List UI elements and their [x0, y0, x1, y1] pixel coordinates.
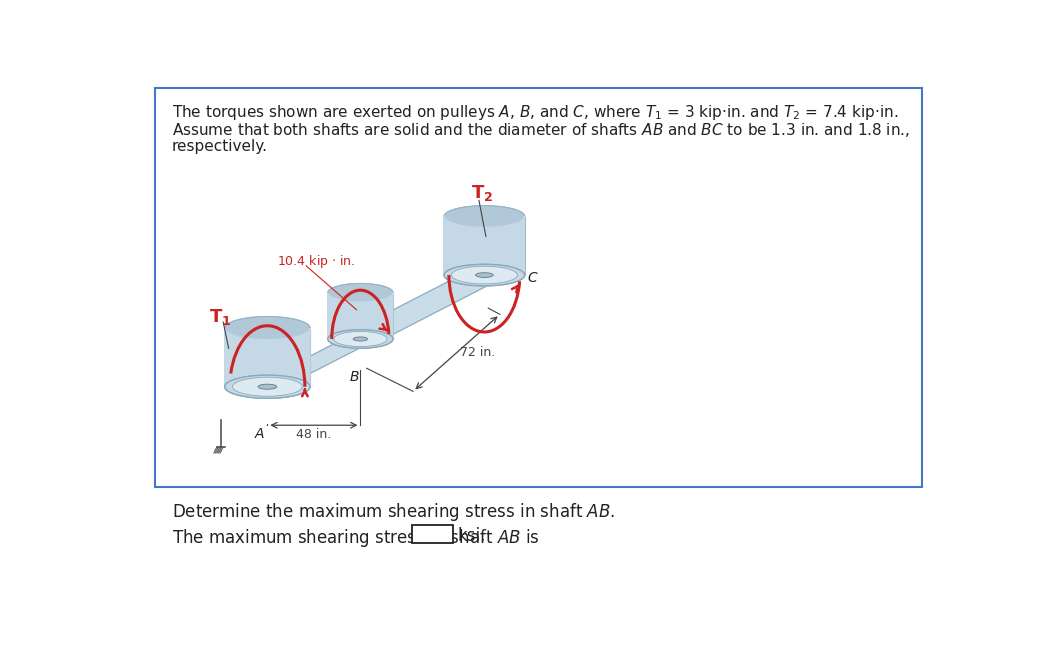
Ellipse shape: [328, 330, 393, 348]
Text: C: C: [528, 271, 538, 285]
Text: 48 in.: 48 in.: [296, 428, 332, 441]
Ellipse shape: [328, 283, 393, 302]
Polygon shape: [328, 293, 393, 348]
Polygon shape: [444, 216, 525, 286]
Polygon shape: [225, 317, 310, 387]
Polygon shape: [328, 283, 393, 339]
Text: respectively.: respectively.: [172, 139, 268, 154]
Ellipse shape: [353, 337, 368, 341]
Ellipse shape: [475, 273, 493, 277]
Text: $\mathbf{T_2}$: $\mathbf{T_2}$: [471, 182, 493, 203]
Bar: [412, 525, 452, 543]
Text: 10.4 kip $\cdot$ in.: 10.4 kip $\cdot$ in.: [277, 253, 356, 270]
Text: $\mathbf{T_1}$: $\mathbf{T_1}$: [210, 308, 232, 327]
Ellipse shape: [444, 206, 525, 228]
Text: The maximum shearing stress in shaft $\mathit{AB}$ is: The maximum shearing stress in shaft $\m…: [172, 527, 540, 549]
Text: The torques shown are exerted on pulleys $\mathit{A}$, $\mathit{B}$, and $\mathi: The torques shown are exerted on pulleys…: [172, 104, 898, 123]
Ellipse shape: [451, 266, 518, 284]
Text: 72 in.: 72 in.: [461, 346, 495, 359]
Polygon shape: [225, 328, 310, 398]
Bar: [155, 88, 922, 487]
Text: Assume that both shafts are solid and the diameter of shafts $\mathit{AB}$ and $: Assume that both shafts are solid and th…: [172, 121, 910, 139]
Ellipse shape: [233, 377, 302, 396]
Polygon shape: [264, 332, 364, 394]
Ellipse shape: [258, 384, 277, 389]
Text: B: B: [350, 370, 359, 384]
Text: Determine the maximum shearing stress in shaft $\mathit{AB}$.: Determine the maximum shearing stress in…: [172, 501, 616, 523]
Ellipse shape: [225, 317, 310, 340]
Ellipse shape: [334, 331, 387, 346]
Text: ksi.: ksi.: [457, 527, 486, 545]
Ellipse shape: [444, 264, 525, 286]
Polygon shape: [444, 206, 525, 275]
Polygon shape: [355, 266, 489, 348]
Text: A: A: [255, 427, 265, 441]
Ellipse shape: [225, 375, 310, 398]
